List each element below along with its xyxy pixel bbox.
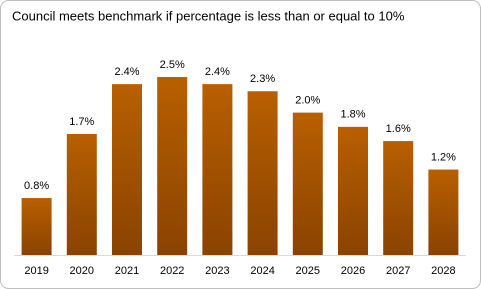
x-tick-label: 2026	[341, 265, 365, 277]
x-tick-label: 2025	[296, 265, 320, 277]
x-tick-label: 2027	[386, 265, 410, 277]
bar	[292, 112, 323, 255]
data-label: 2.3%	[250, 73, 275, 85]
bar	[428, 169, 459, 255]
bar	[338, 126, 368, 255]
x-tick-label: 2021	[115, 265, 139, 277]
x-tick-label: 2024	[250, 265, 274, 277]
x-tick-label: 2023	[205, 265, 229, 277]
bar	[247, 91, 278, 256]
bar	[21, 198, 52, 255]
bar	[112, 84, 142, 256]
x-tick-label: 2022	[160, 265, 184, 277]
data-label: 1.8%	[340, 109, 365, 121]
bar	[383, 141, 414, 255]
data-label: 0.8%	[24, 180, 49, 192]
bar	[66, 133, 97, 255]
data-label: 1.2%	[431, 151, 456, 163]
data-label: 2.4%	[205, 66, 230, 78]
data-label: 1.6%	[386, 123, 411, 135]
data-label: 2.4%	[114, 66, 139, 78]
bar	[202, 84, 233, 256]
data-label: 2.0%	[295, 95, 320, 107]
x-tick-label: 2020	[70, 265, 94, 277]
chart-title: Council meets benchmark if percentage is…	[12, 8, 405, 23]
data-label: 2.5%	[160, 59, 185, 71]
x-tick-label: 2019	[24, 265, 48, 277]
x-tick-label: 2028	[431, 265, 455, 277]
bar	[157, 77, 188, 255]
data-label: 1.7%	[69, 116, 94, 128]
